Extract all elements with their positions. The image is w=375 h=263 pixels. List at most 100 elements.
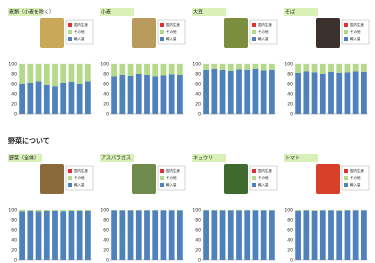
bar-segment [36, 212, 42, 261]
bar-segment [77, 211, 83, 260]
legend-swatch [252, 169, 256, 173]
bar-segment [152, 77, 158, 115]
bar-segment [128, 210, 134, 211]
bar-segment [60, 212, 66, 261]
bar-segment [328, 210, 334, 211]
y-tick-label: 80 [103, 218, 109, 224]
panel-title: 麦類（小麦を除く） [9, 9, 54, 16]
legend-swatch [68, 30, 72, 34]
bar-segment [312, 64, 318, 73]
legend-label: その他 [74, 29, 85, 34]
legend-label: 国内生産 [74, 22, 88, 27]
bar-segment [336, 210, 342, 211]
bar-segment [269, 64, 275, 70]
bar-segment [119, 211, 125, 261]
bar-segment [345, 211, 351, 261]
bar-segment [295, 210, 301, 211]
bar-segment [336, 73, 342, 114]
y-tick-label: 100 [100, 62, 109, 68]
bar-segment [69, 82, 75, 114]
y-tick-label: 40 [287, 238, 293, 244]
photo [224, 164, 248, 194]
legend-swatch [252, 23, 256, 27]
bar-segment [85, 211, 91, 260]
bar-segment [236, 70, 242, 115]
bar-segment [136, 74, 142, 114]
bar-segment [36, 64, 42, 82]
bar-segment [253, 211, 259, 261]
bar-segment [19, 210, 25, 212]
bar-segment [320, 74, 326, 114]
bar-segment [85, 64, 91, 82]
bar-segment [85, 210, 91, 211]
bar-segment [119, 210, 125, 211]
bar-segment [211, 211, 217, 261]
bar-segment [295, 211, 301, 260]
bar-segment [60, 210, 66, 212]
y-tick-label: 0 [14, 112, 17, 118]
bar-segment [119, 75, 125, 114]
legend-label: その他 [258, 175, 269, 180]
y-tick-label: 40 [195, 92, 201, 98]
bar-segment [128, 76, 134, 114]
bar-segment [269, 210, 275, 211]
bar-segment [44, 210, 50, 211]
bar-segment [253, 210, 259, 211]
legend-swatch [344, 176, 348, 180]
photo [132, 164, 156, 194]
bar-segment [328, 64, 334, 72]
y-tick-label: 100 [192, 62, 201, 68]
y-tick-label: 60 [103, 228, 109, 234]
y-tick-label: 60 [195, 82, 201, 88]
bar-segment [144, 211, 150, 261]
legend-label: 国内生産 [258, 22, 272, 27]
bar-segment [211, 210, 217, 211]
y-tick-label: 80 [11, 72, 17, 78]
legend-swatch [160, 169, 164, 173]
bar-segment [52, 211, 58, 260]
bar-segment [27, 210, 33, 211]
y-tick-label: 80 [11, 218, 17, 224]
y-tick-label: 40 [287, 92, 293, 98]
bar-segment [345, 73, 351, 115]
legend-swatch [344, 183, 348, 187]
bar-segment [228, 211, 234, 261]
bar-segment [345, 210, 351, 211]
legend-swatch [160, 30, 164, 34]
y-tick-label: 40 [103, 238, 109, 244]
bar-segment [353, 210, 359, 211]
y-tick-label: 100 [192, 208, 201, 214]
bar-segment [269, 70, 275, 114]
bar-segment [361, 64, 367, 72]
legend-label: 国内生産 [74, 168, 88, 173]
bar-segment [261, 71, 267, 115]
bar-segment [161, 211, 167, 261]
legend-label: 輸入量 [166, 36, 177, 41]
bar-segment [228, 64, 234, 71]
bar-segment [203, 211, 209, 261]
panel-title: アスパラガス [101, 155, 131, 162]
y-tick-label: 0 [290, 112, 293, 118]
legend-label: その他 [350, 175, 361, 180]
y-tick-label: 40 [11, 92, 17, 98]
bar-segment [69, 211, 75, 260]
y-tick-label: 60 [11, 228, 17, 234]
bar-segment [111, 210, 117, 211]
section-title: 野菜について [8, 136, 50, 145]
bar-segment [295, 73, 301, 114]
bar-segment [144, 64, 150, 75]
panel-title: 野菜（全体） [9, 155, 39, 162]
legend-swatch [344, 23, 348, 27]
bar-segment [220, 210, 226, 211]
bar-segment [177, 75, 183, 114]
bar-segment [161, 64, 167, 76]
panel-title: キュウリ [193, 155, 213, 162]
legend-label: その他 [258, 29, 269, 34]
y-tick-label: 40 [103, 92, 109, 98]
y-tick-label: 40 [195, 238, 201, 244]
bar-segment [244, 64, 250, 70]
legend-swatch [252, 176, 256, 180]
legend-label: その他 [166, 29, 177, 34]
bar-segment [295, 64, 301, 73]
bar-segment [136, 210, 142, 211]
